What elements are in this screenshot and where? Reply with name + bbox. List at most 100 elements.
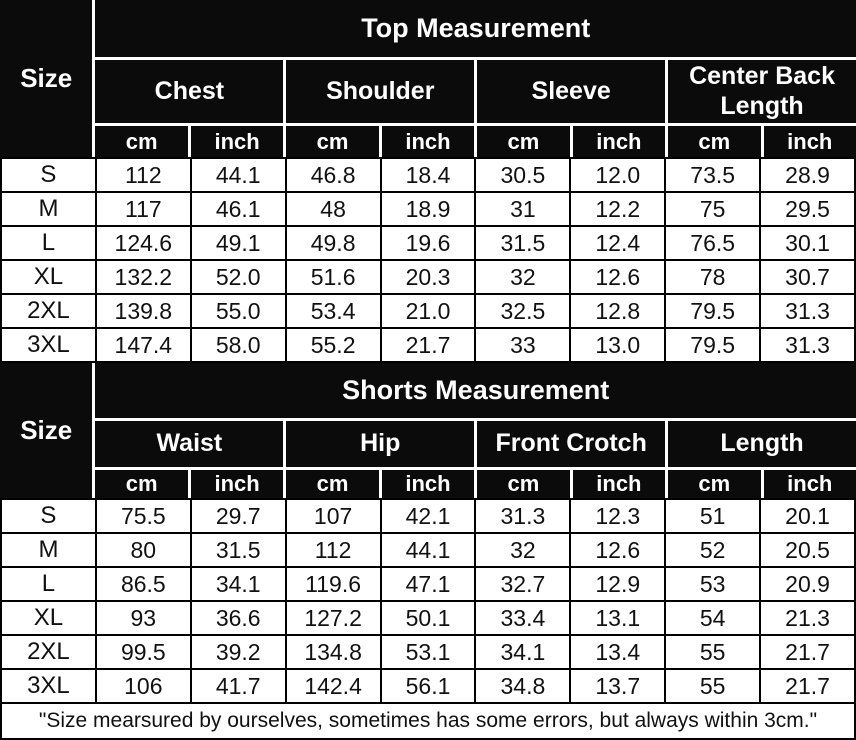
measurement-value: 142.4 — [286, 670, 380, 702]
measurement-value: 55.0 — [191, 295, 285, 327]
measurement-value: 13.7 — [571, 670, 665, 702]
measurement-value: 12.8 — [571, 295, 665, 327]
measurement-value: 21.0 — [381, 295, 475, 327]
measurement-value: 55.2 — [286, 329, 380, 361]
measurement-value: 20.3 — [381, 261, 475, 293]
column-header: Shoulder — [286, 60, 475, 123]
size-value: M — [2, 193, 95, 225]
measurement-value: 55 — [666, 636, 760, 668]
column-header: Chest — [95, 60, 284, 123]
measurement-value: 28.9 — [761, 159, 854, 191]
measurement-value: 117 — [96, 193, 190, 225]
measurement-value: 30.5 — [476, 159, 570, 191]
measurement-value: 12.6 — [571, 534, 665, 566]
data-grid: S 75.5 29.7 107 42.1 31.3 12.3 51 20.1 M 80 31.5 112… — [0, 498, 856, 740]
measurement-value: 21.7 — [381, 329, 475, 361]
measurement-value: 13.0 — [571, 329, 665, 361]
unit-header: inch — [381, 126, 475, 157]
measurement-value: 41.7 — [191, 670, 285, 702]
measurement-value: 12.0 — [571, 159, 665, 191]
measurement-table: Size Top Measurement Chest Shoulder Sleeve… — [0, 0, 856, 363]
measurement-value: 56.1 — [381, 670, 475, 702]
size-header-cell: Size — [0, 363, 93, 498]
measurement-value: 31.5 — [191, 534, 285, 566]
measurement-value: 52.0 — [191, 261, 285, 293]
measurement-value: 20.1 — [761, 500, 854, 532]
column-header: Center Back Length — [668, 60, 856, 123]
unit-header: cm — [95, 126, 188, 157]
measurement-value: 55 — [666, 670, 760, 702]
data-grid: S 112 44.1 46.8 18.4 30.5 12.0 73.5 28.9 M 117 46.1… — [0, 157, 856, 363]
size-value: L — [2, 227, 95, 259]
measurement-value: 12.9 — [571, 568, 665, 600]
measurement-value: 12.2 — [571, 193, 665, 225]
size-value: 3XL — [2, 329, 95, 361]
measurement-value: 147.4 — [96, 329, 190, 361]
measurement-value: 20.9 — [761, 568, 854, 600]
measurement-value: 32.5 — [476, 295, 570, 327]
measurement-value: 31 — [476, 193, 570, 225]
measurement-value: 31.5 — [476, 227, 570, 259]
measurement-value: 112 — [286, 534, 380, 566]
measurement-table: Size Shorts Measurement Waist Hip Front Cr… — [0, 363, 856, 740]
measurement-value: 78 — [666, 261, 760, 293]
unit-header: inch — [190, 470, 284, 498]
unit-header: cm — [668, 470, 761, 498]
measurement-value: 112 — [96, 159, 190, 191]
measurement-value: 51 — [666, 500, 760, 532]
measurement-value: 12.4 — [571, 227, 665, 259]
measurement-value: 30.1 — [761, 227, 854, 259]
measurement-value: 31.3 — [476, 500, 570, 532]
measurement-value: 31.3 — [761, 329, 854, 361]
measurement-value: 132.2 — [96, 261, 190, 293]
column-header: Waist — [95, 421, 284, 467]
column-header: Sleeve — [477, 60, 666, 123]
size-value: S — [2, 500, 95, 532]
measurement-value: 12.3 — [571, 500, 665, 532]
column-header: Length — [668, 421, 856, 467]
measurement-value: 47.1 — [381, 568, 475, 600]
table-title: Shorts Measurement — [95, 363, 856, 418]
measurement-value: 19.6 — [381, 227, 475, 259]
measurement-value: 46.8 — [286, 159, 380, 191]
measurement-value: 39.2 — [191, 636, 285, 668]
unit-header: inch — [572, 126, 666, 157]
measurement-value: 75.5 — [96, 500, 190, 532]
measurement-value: 51.6 — [286, 261, 380, 293]
column-header: Hip — [286, 421, 475, 467]
measurement-value: 13.1 — [571, 602, 665, 634]
unit-header: inch — [763, 126, 856, 157]
unit-header: cm — [286, 470, 379, 498]
measurement-value: 53.1 — [381, 636, 475, 668]
unit-header: cm — [477, 470, 570, 498]
measurement-value: 44.1 — [381, 534, 475, 566]
measurement-value: 29.7 — [191, 500, 285, 532]
unit-header: inch — [763, 470, 856, 498]
header-grid: Size Top Measurement Chest Shoulder Sleeve… — [0, 0, 856, 157]
size-value: M — [2, 534, 95, 566]
measurement-value: 134.8 — [286, 636, 380, 668]
measurement-value: 86.5 — [96, 568, 190, 600]
measurement-value: 12.6 — [571, 261, 665, 293]
unit-header: inch — [190, 126, 284, 157]
unit-header: inch — [572, 470, 666, 498]
measurement-value: 21.3 — [761, 602, 854, 634]
measurement-value: 29.5 — [761, 193, 854, 225]
measurement-value: 73.5 — [666, 159, 760, 191]
measurement-value: 79.5 — [666, 329, 760, 361]
measurement-value: 32 — [476, 261, 570, 293]
measurement-value: 34.1 — [476, 636, 570, 668]
table-title: Top Measurement — [95, 0, 856, 57]
measurement-value: 50.1 — [381, 602, 475, 634]
measurement-value: 34.1 — [191, 568, 285, 600]
measurement-value: 80 — [96, 534, 190, 566]
size-value: 2XL — [2, 295, 95, 327]
measurement-value: 18.9 — [381, 193, 475, 225]
measurement-value: 31.3 — [761, 295, 854, 327]
measurement-value: 18.4 — [381, 159, 475, 191]
unit-header: inch — [381, 470, 475, 498]
measurement-value: 30.7 — [761, 261, 854, 293]
measurement-value: 34.8 — [476, 670, 570, 702]
measurement-value: 33 — [476, 329, 570, 361]
